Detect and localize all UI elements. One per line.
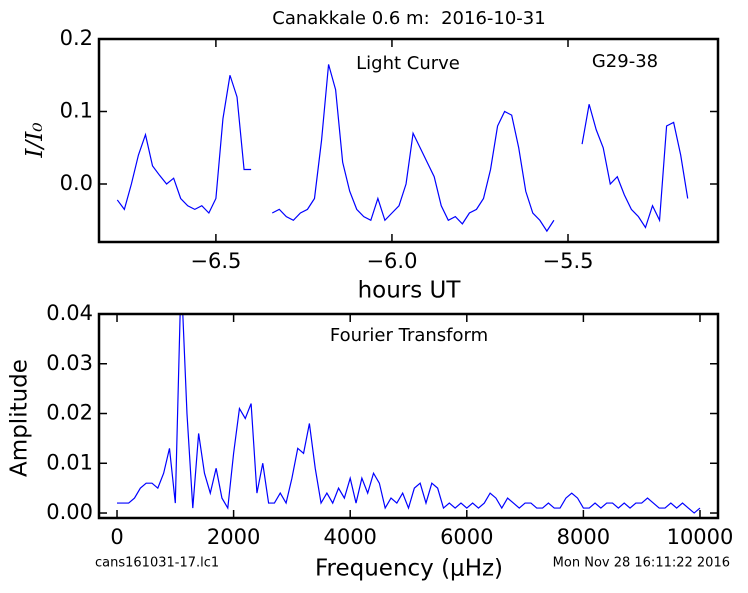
annotation: Fourier Transform (330, 325, 488, 346)
y-tick-label: 0.00 (46, 500, 93, 524)
footer-file: cans161031-17.lc1 (95, 556, 219, 571)
y-tick-label: 0.2 (60, 26, 93, 50)
y-tick-label: 0.03 (46, 351, 93, 375)
y-axis-label: Amplitude (7, 359, 33, 477)
x-tick-label: 8000 (557, 525, 610, 549)
y-tick-label: 0.04 (46, 301, 93, 325)
y-tick-label: 0.1 (60, 99, 93, 123)
x-tick-label: 10000 (667, 525, 734, 549)
x-axis-label: hours UT (358, 278, 462, 304)
annotation: G29-38 (592, 51, 658, 72)
y-tick-label: 0.01 (46, 450, 93, 474)
footer-date: Mon Nov 28 16:11:22 2016 (553, 556, 730, 571)
x-tick-label: 4000 (323, 525, 376, 549)
x-tick-label: 2000 (207, 525, 260, 549)
y-tick-label: 0.02 (46, 401, 93, 425)
x-tick-label: 6000 (440, 525, 493, 549)
annotation: Light Curve (356, 53, 460, 74)
data-line (116, 64, 689, 233)
y-tick-label: 0.0 (60, 171, 93, 195)
x-tick-label: 0 (110, 525, 123, 549)
x-tick-label: −6.5 (190, 249, 241, 273)
axes-frame (97, 37, 720, 244)
x-tick-label: −6.0 (366, 249, 417, 273)
data-line (117, 314, 701, 514)
x-axis-label: Frequency (μHz) (315, 556, 503, 582)
chart-title: Canakkale 0.6 m: 2016-10-31 (272, 8, 545, 29)
y-axis-label: I/I₀ (22, 122, 48, 158)
axes-frame (97, 312, 720, 520)
x-tick-label: −5.5 (543, 249, 594, 273)
